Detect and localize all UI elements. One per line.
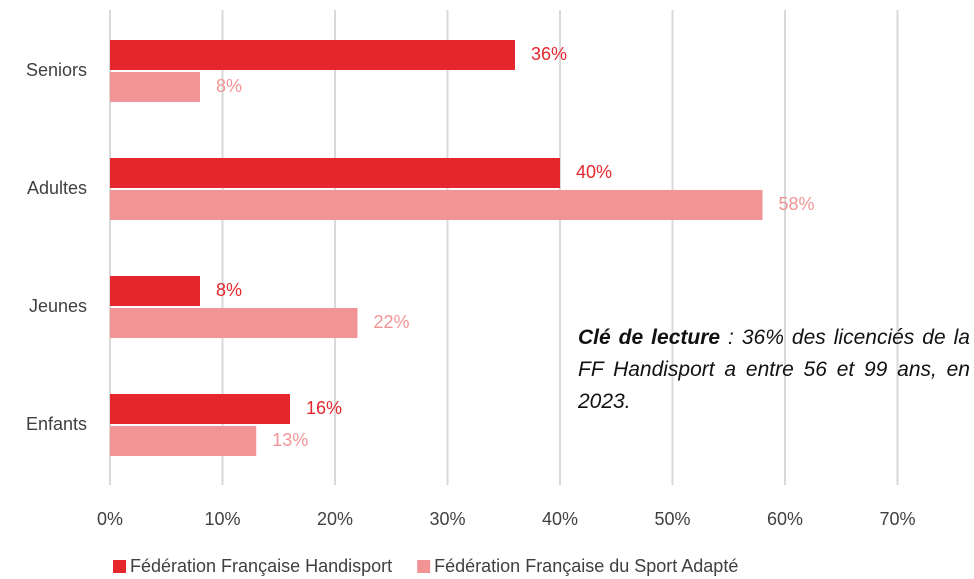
x-tick-label: 60% <box>767 509 803 529</box>
x-tick-label: 20% <box>317 509 353 529</box>
annotation-text: : 36% des licenciés de la FF Handisport … <box>578 326 970 413</box>
data-label: 13% <box>272 430 308 450</box>
data-label: 36% <box>531 44 567 64</box>
legend-swatch <box>417 560 431 573</box>
bar <box>110 190 763 220</box>
y-tick-label: Jeunes <box>29 296 87 316</box>
data-label: 22% <box>374 312 410 332</box>
x-tick-label: 10% <box>204 509 240 529</box>
annotation: Clé de lecture : 36% des licenciés de la… <box>578 322 970 418</box>
bar <box>110 158 560 188</box>
x-tick-label: 70% <box>879 509 915 529</box>
data-label: 40% <box>576 162 612 182</box>
bar <box>110 72 200 102</box>
y-tick-label: Adultes <box>27 178 87 198</box>
annotation-title: Clé de lecture <box>578 326 721 349</box>
bar <box>110 394 290 424</box>
legend-label: Fédération Française du Sport Adapté <box>434 556 738 576</box>
bar <box>110 276 200 306</box>
bar <box>110 308 358 338</box>
data-label: 8% <box>216 280 242 300</box>
y-tick-label: Enfants <box>26 414 87 434</box>
legend-swatch <box>113 560 126 573</box>
bar <box>110 426 257 456</box>
x-tick-label: 40% <box>542 509 578 529</box>
legend-label: Fédération Française Handisport <box>130 556 392 576</box>
x-tick-label: 30% <box>429 509 465 529</box>
x-tick-label: 50% <box>654 509 690 529</box>
y-tick-label: Seniors <box>26 60 87 80</box>
bar <box>110 40 515 70</box>
x-tick-label: 0% <box>97 509 123 529</box>
data-label: 8% <box>216 76 242 96</box>
data-label: 16% <box>306 398 342 418</box>
data-label: 58% <box>779 194 815 214</box>
